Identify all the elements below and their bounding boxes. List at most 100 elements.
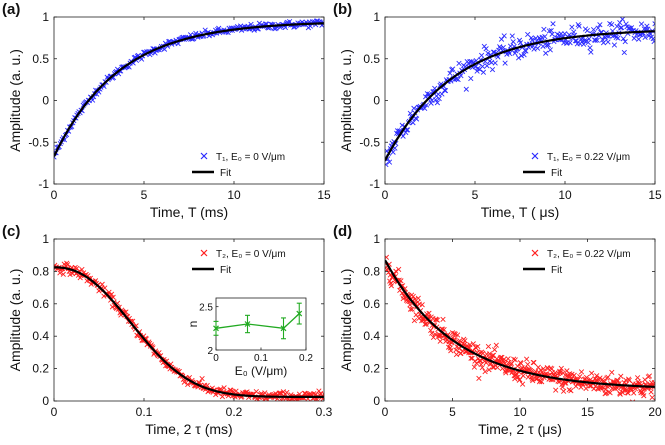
y-tick-label: -1 [369,177,380,191]
data-point [311,390,317,397]
data-point [286,397,292,401]
data-point [615,377,621,384]
data-point [625,376,632,382]
data-point [652,380,655,387]
data-point [510,39,516,45]
data-point [486,351,493,357]
data-point [636,32,643,38]
data-point [420,317,427,323]
data-point [422,321,428,327]
data-point [519,381,526,387]
data-point [385,161,389,168]
y-tick-label: 0.6 [32,297,49,311]
data-point [480,69,487,75]
legend-data-marker [200,249,208,257]
data-point [534,45,541,51]
data-series [385,17,655,168]
data-point [571,372,577,378]
data-point [202,27,208,33]
x-axis-label: Time, T (ms) [150,204,228,220]
legend-fit-label: Fit [551,168,562,179]
y-tick-label: 0.8 [363,264,380,278]
data-point [597,22,603,28]
data-point [592,37,599,43]
data-point [531,359,537,366]
data-point [454,332,461,338]
data-point [393,268,399,274]
data-point [595,25,601,31]
y-tick-label: 0.6 [363,297,380,311]
data-point [433,317,439,323]
data-point [642,34,648,41]
data-point [614,23,620,30]
data-point [470,341,476,347]
data-point [396,266,402,273]
data-point [413,116,420,122]
y-tick-label: 0.8 [32,264,49,278]
data-point [644,23,650,29]
data-point [64,262,71,268]
inset-frame [215,297,307,351]
data-point [614,377,620,383]
data-point [489,352,496,359]
y-tick-label: -1 [38,177,49,191]
x-tick-label: 0.3 [316,405,333,419]
data-point [483,46,489,52]
data-point [407,302,413,308]
data-point [517,40,524,46]
data-point [467,342,473,348]
data-point [498,354,504,361]
data-point [468,75,474,82]
data-point [605,374,611,380]
y-tick-label: 0.4 [363,329,380,343]
data-point [651,38,655,45]
data-point [57,270,63,276]
data-point [500,44,506,51]
data-point [471,364,478,370]
data-point [400,133,406,139]
data-point [587,45,593,51]
chart-panel-c: (c) 0 0.1 0.2 0.3 0 0.2 0.4 0.6 0.8 1 Time, 2 τ (ms… [2,223,333,437]
data-point [629,399,636,401]
y-tick-label: 0 [373,394,380,408]
chart-panel-d: (d) 0 5 10 15 20 0 0.2 0.4 0.6 0.8 1 Time, 2 τ (μs) A… [333,223,662,437]
data-point [605,39,611,45]
data-point [489,66,496,73]
data-point [432,97,439,103]
data-point [502,60,508,66]
data-point [597,375,603,381]
data-point [468,355,474,361]
data-point [568,388,574,394]
data-point [588,370,595,376]
inset-y-tick-label: 2.5 [199,303,213,314]
axes-frame [53,238,325,402]
data-point [434,317,441,323]
x-tick-label: 15 [581,405,595,419]
data-point [501,33,507,39]
data-point [437,338,443,344]
data-point [647,31,654,37]
x-tick-label: 0.1 [136,405,153,419]
data-point [578,369,585,375]
legend-data-marker [531,249,539,257]
data-point [631,35,637,41]
data-point [515,374,521,380]
data-point [579,39,585,45]
data-point [409,306,415,312]
y-tick-label: -0.5 [359,135,380,149]
data-point [565,373,571,380]
data-point [385,254,390,260]
data-point [590,26,597,33]
legend-data-label: T₂, E₀ = 0 V/μm [216,249,286,260]
inset-point [244,321,251,327]
inset-x-tick-label: 0.2 [299,353,313,364]
x-tick-label: 5 [472,188,479,202]
data-series [385,254,655,401]
data-point [480,350,486,356]
inset-point [280,325,287,332]
data-point [388,283,395,289]
data-point [547,47,553,53]
data-point [447,70,453,76]
inset-point [296,310,303,317]
data-point [199,375,205,382]
